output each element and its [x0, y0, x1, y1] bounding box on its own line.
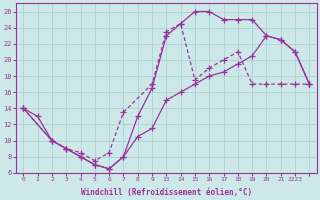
X-axis label: Windchill (Refroidissement éolien,°C): Windchill (Refroidissement éolien,°C)	[81, 188, 252, 197]
